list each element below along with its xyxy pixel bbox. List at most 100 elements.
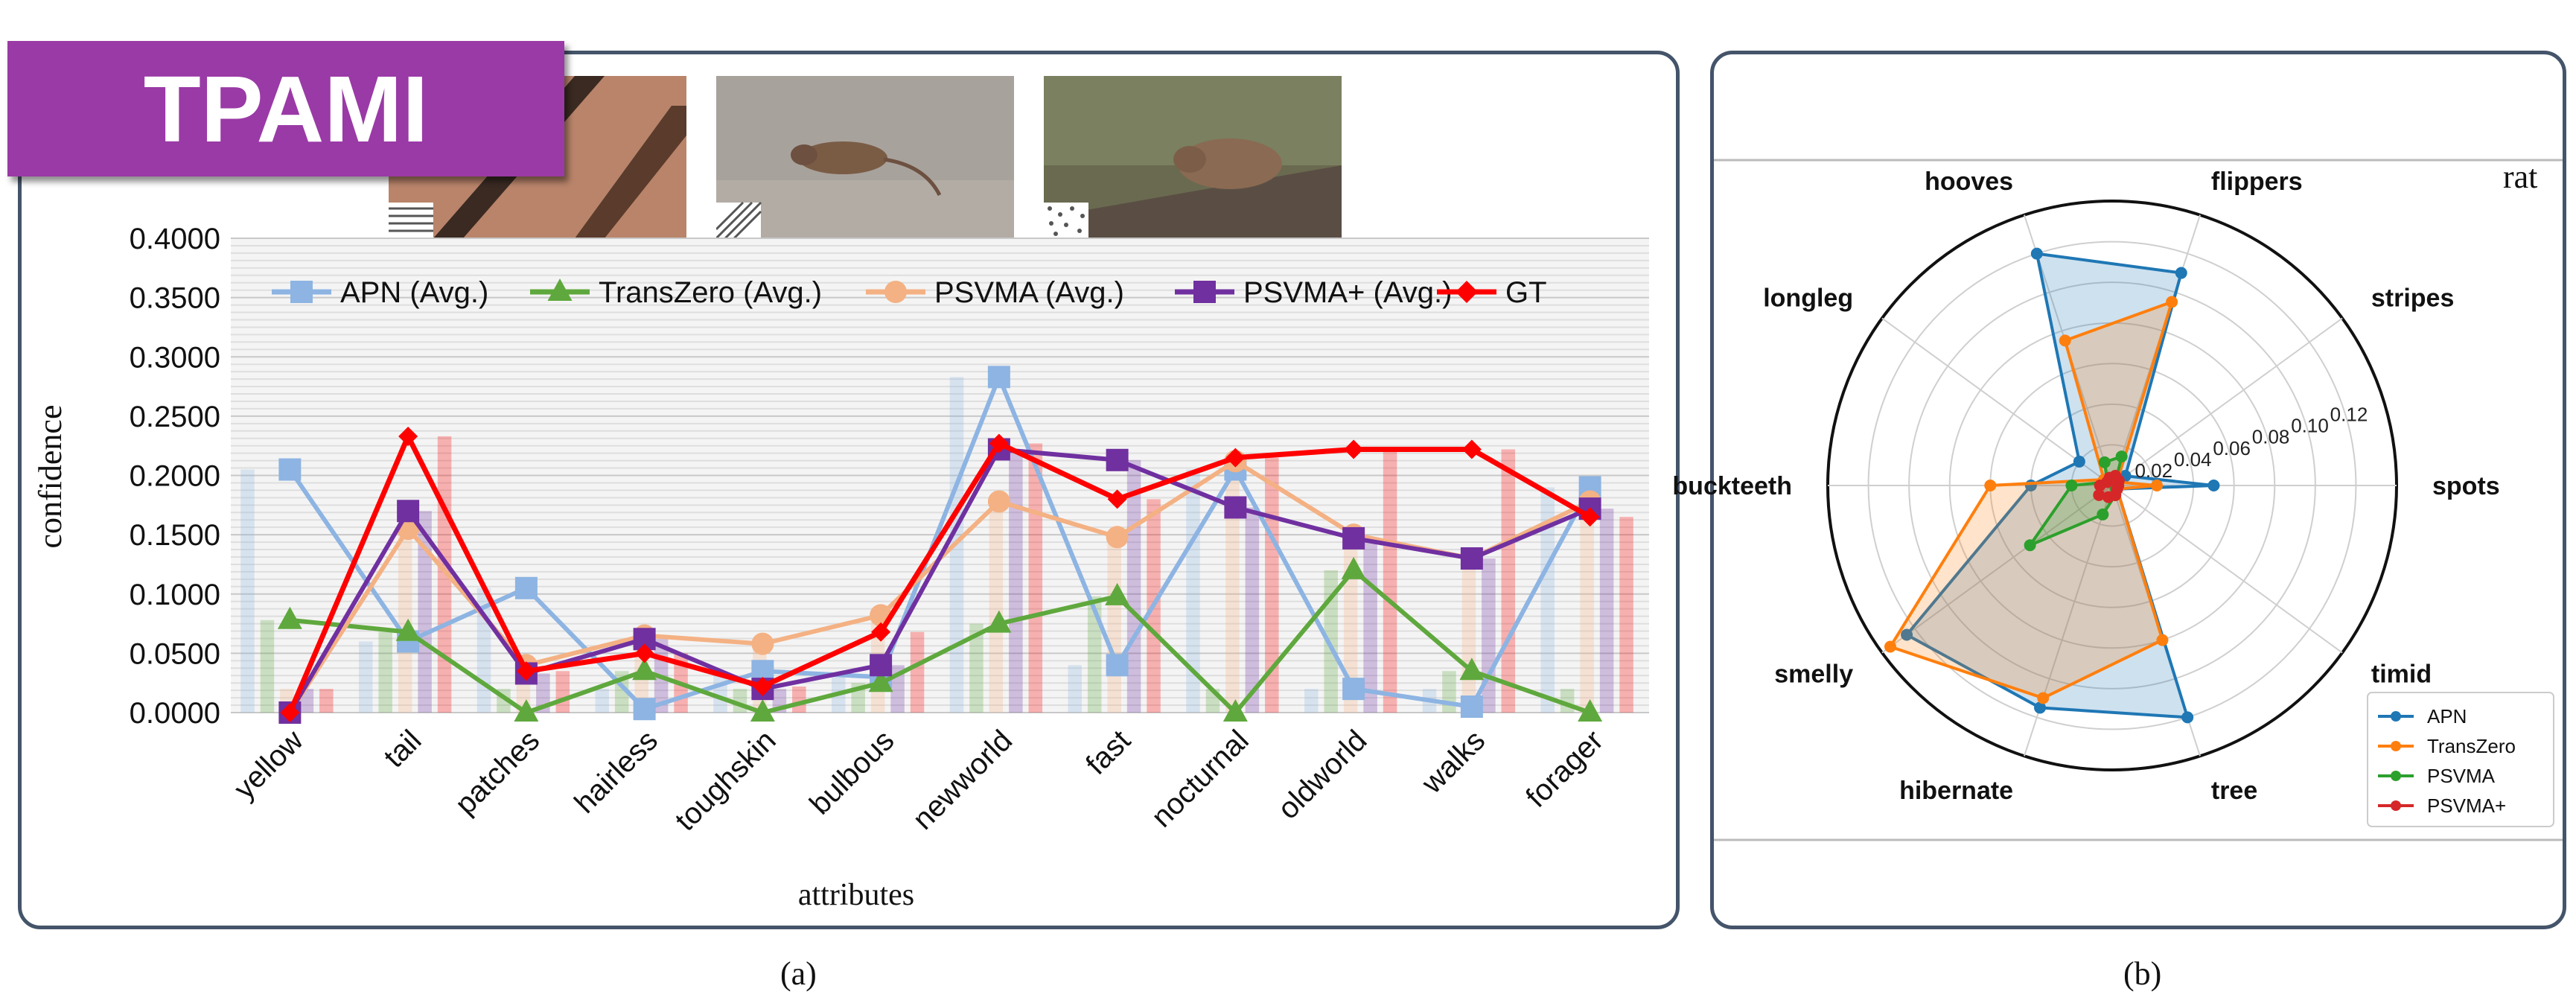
legend-marker	[2391, 711, 2401, 722]
data-point	[1105, 582, 1130, 605]
y-tick-label: 0.0000	[130, 697, 220, 730]
background-bar	[358, 641, 373, 713]
legend-marker	[2391, 771, 2401, 781]
radar-area	[1887, 299, 2175, 700]
radar-point	[2059, 334, 2071, 347]
y-tick-label: 0.3000	[130, 341, 220, 374]
radar-point	[2181, 711, 2194, 724]
background-bar	[260, 620, 275, 713]
legend-label: TransZero	[2427, 735, 2516, 757]
radar-axis-label: longleg	[1763, 284, 1853, 312]
background-bar	[1540, 487, 1555, 713]
legend-box	[2367, 692, 2554, 827]
radar-point	[2073, 455, 2085, 468]
legend-label: PSVMA+	[2427, 795, 2506, 817]
data-point	[634, 643, 654, 663]
radar-point	[2024, 539, 2036, 552]
rat-photo-2	[716, 76, 1014, 238]
background-bar	[1619, 517, 1633, 713]
caption-b: (b)	[2123, 955, 2162, 992]
legend-marker	[2391, 800, 2401, 811]
radar-axis-label: hibernate	[1899, 777, 2013, 805]
radar-point	[2166, 296, 2178, 308]
data-point	[1106, 448, 1129, 471]
background-bar	[536, 673, 550, 713]
radar-point	[2175, 267, 2187, 279]
y-tick-label: 0.2500	[130, 401, 220, 433]
background-bar	[969, 623, 983, 713]
data-point	[1459, 657, 1485, 681]
radar-spoke	[2111, 485, 2343, 654]
radial-tick-label: 0.04	[2174, 448, 2212, 471]
radar-point	[1984, 480, 1997, 491]
radar-point	[1901, 628, 1913, 641]
legend-marker	[290, 281, 313, 303]
radial-tick-label: 0.10	[2291, 415, 2329, 437]
background-bar	[910, 631, 925, 713]
radar-point	[2093, 488, 2105, 501]
background-bar	[1225, 461, 1240, 713]
radar-point	[2030, 247, 2043, 260]
background-bar	[378, 631, 392, 713]
chart-legend: APN (Avg.) TransZero (Avg.) PSVMA (Avg.) PS…	[272, 276, 1547, 309]
background-bar	[1580, 501, 1594, 713]
legend-marker	[2391, 741, 2401, 751]
data-point	[1107, 489, 1127, 509]
background-bar	[1265, 457, 1279, 713]
radar-point	[2037, 692, 2050, 704]
legend-label: TransZero (Avg.)	[599, 276, 822, 309]
legend-label: GT	[1505, 276, 1547, 309]
data-point	[514, 576, 538, 599]
legend-label: PSVMA (Avg.)	[934, 276, 1124, 309]
radial-tick-label: 0.06	[2213, 437, 2251, 459]
venue-badge: TPAMI	[7, 41, 564, 176]
radar-spoke	[1881, 485, 2113, 654]
radar-axis-label: timid	[2371, 660, 2432, 689]
series-line	[287, 447, 1591, 714]
background-bar	[398, 529, 412, 713]
background-bar	[1304, 689, 1319, 713]
background-bar	[418, 511, 432, 713]
radar-radial-ticks: 0.020.040.060.080.100.12	[2135, 404, 2368, 482]
background-bar	[989, 501, 1004, 713]
data-point	[750, 699, 775, 722]
data-point	[516, 661, 536, 681]
chart-series	[277, 366, 1603, 724]
radar-point	[1884, 640, 1896, 653]
series-line	[287, 433, 1592, 714]
background-bar	[240, 469, 255, 713]
data-point	[397, 500, 420, 523]
radar-axis-label: stripes	[2371, 284, 2455, 312]
data-point	[1460, 547, 1483, 570]
series-line	[290, 567, 1591, 715]
radar-spoke	[1881, 317, 2113, 486]
radar-point	[2151, 480, 2164, 491]
radar-point	[2111, 483, 2123, 495]
legend-label: APN (Avg.)	[340, 276, 488, 309]
data-point	[751, 632, 774, 655]
legend-label: PSVMA+ (Avg.)	[1243, 276, 1452, 309]
legend-marker	[884, 281, 907, 303]
y-axis-label: confidence	[32, 405, 68, 549]
radar-point	[2115, 450, 2128, 463]
data-point	[277, 606, 302, 629]
data-point	[871, 622, 891, 642]
data-point	[1106, 654, 1129, 677]
radar-axis-label: buckteeth	[1672, 472, 1792, 500]
data-point	[1342, 678, 1365, 701]
data-point	[753, 676, 773, 696]
data-point	[280, 703, 300, 722]
radial-tick-label: 0.02	[2135, 459, 2172, 482]
data-point	[1225, 448, 1246, 468]
radar-axis-labels: spots stripes flippers hooves longleg bucktee…	[1672, 168, 2499, 805]
legend-marker	[547, 278, 573, 301]
legend-marker	[1193, 281, 1216, 303]
data-point	[989, 433, 1009, 453]
radar-spoke	[2111, 317, 2343, 486]
background-bar	[1383, 449, 1397, 713]
background-bar	[1068, 665, 1082, 713]
y-tick-label: 0.1000	[130, 579, 220, 611]
